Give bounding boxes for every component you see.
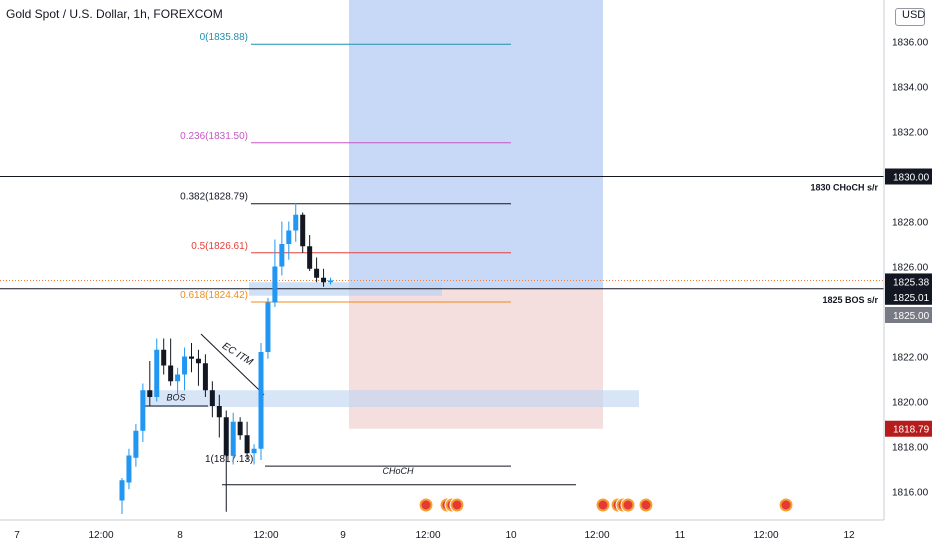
candle-body[interactable]	[321, 277, 327, 283]
candle-body[interactable]	[154, 349, 160, 397]
flag-icon	[641, 500, 651, 510]
time-tick-label: 12:00	[584, 530, 609, 541]
candle-body[interactable]	[182, 356, 188, 375]
candle-body[interactable]	[209, 390, 215, 406]
time-tick-label: 10	[505, 530, 517, 541]
candle-body[interactable]	[195, 358, 201, 364]
time-tick-label: 11	[675, 530, 686, 541]
price-tick-label: 1822.00	[892, 353, 929, 364]
time-tick-label: 9	[340, 530, 346, 541]
fib-label: 0(1835.88)	[200, 32, 248, 43]
bos-label: BOS	[166, 392, 185, 402]
candle-body[interactable]	[328, 280, 333, 283]
ec-itm-label: EC ITM	[220, 341, 255, 369]
bos-price-tag-text: 1825.01	[893, 293, 930, 304]
candle-body[interactable]	[286, 230, 292, 245]
candle-body[interactable]	[251, 448, 257, 454]
price-tick-label: 1820.00	[892, 398, 929, 409]
candle-body[interactable]	[133, 430, 139, 458]
time-tick-label: 12	[843, 530, 855, 541]
candle-body[interactable]	[161, 349, 167, 366]
candle-body[interactable]	[300, 214, 306, 247]
stop-price-tag[interactable]	[885, 420, 932, 437]
time-tick-label: 7	[14, 530, 20, 541]
fib-label: 0.618(1824.42)	[180, 290, 248, 301]
candle-body[interactable]	[237, 421, 243, 436]
sr-line-label: 1825 BOS s/r	[822, 295, 878, 305]
time-axis	[0, 520, 932, 550]
fib-label: 0.5(1826.61)	[191, 241, 248, 252]
ec-itm-trendline[interactable]	[200, 333, 265, 396]
candle-body[interactable]	[147, 390, 153, 397]
candle-body[interactable]	[140, 390, 146, 431]
flag-icon	[421, 500, 431, 510]
sr-line-label: 1830 CHoCH s/r	[810, 183, 878, 193]
currency-button[interactable]	[895, 8, 925, 26]
last-price-text: 1825.38	[893, 277, 930, 288]
candle-body[interactable]	[314, 268, 320, 278]
symbol-title[interactable]: Gold Spot / U.S. Dollar, 1h, FOREXCOM	[6, 7, 223, 21]
candle-body[interactable]	[168, 365, 174, 382]
sr-price-tag[interactable]	[885, 168, 932, 185]
candle-body[interactable]	[175, 374, 181, 382]
choch-label: CHoCH	[382, 466, 414, 476]
price-tick-label: 1816.00	[892, 488, 929, 499]
candle-body[interactable]	[307, 246, 313, 269]
bos-price-tag[interactable]	[885, 288, 932, 305]
flag-icon	[598, 500, 608, 510]
candle-body[interactable]	[189, 356, 194, 359]
candle-body[interactable]	[293, 214, 299, 231]
candle-body[interactable]	[258, 352, 264, 449]
price-tick-label: 1834.00	[892, 83, 929, 94]
entry-price-tag-text: 1825.00	[893, 311, 930, 322]
fib-label: 0.236(1831.50)	[180, 131, 248, 142]
price-tick-label: 1836.00	[892, 38, 929, 49]
candle-body[interactable]	[265, 302, 271, 353]
candle-body[interactable]	[216, 406, 222, 418]
candle-body[interactable]	[279, 244, 285, 267]
time-tick-label: 12:00	[753, 530, 778, 541]
time-tick-label: 8	[177, 530, 183, 541]
target-zone[interactable]	[349, 0, 603, 289]
stop-price-tag-text: 1818.79	[893, 425, 930, 436]
candle-body[interactable]	[272, 266, 278, 303]
candle-body[interactable]	[119, 480, 125, 501]
candle-body[interactable]	[244, 435, 250, 454]
price-tick-label: 1828.00	[892, 218, 929, 229]
flag-icon	[623, 500, 633, 510]
fib-label: 0.382(1828.79)	[180, 192, 248, 203]
sr-price-tag-text: 1830.00	[893, 173, 930, 184]
price-tick-label: 1818.00	[892, 443, 929, 454]
candle-body[interactable]	[126, 455, 132, 483]
entry-price-tag[interactable]	[885, 307, 932, 323]
price-tick-label: 1832.00	[892, 128, 929, 139]
stop-zone[interactable]	[349, 289, 603, 429]
time-tick-label: 12:00	[88, 530, 113, 541]
flag-icon	[452, 500, 462, 510]
time-tick-label: 12:00	[415, 530, 440, 541]
price-tick-label: 1826.00	[892, 263, 929, 274]
candle-body[interactable]	[230, 421, 236, 456]
currency-label: USD	[902, 9, 926, 21]
time-tick-label: 12:00	[253, 530, 278, 541]
candle-body[interactable]	[202, 363, 208, 391]
demand-zone-box[interactable]	[143, 390, 639, 408]
fib-label: 1(1817.13)	[205, 454, 253, 465]
candle-body[interactable]	[223, 417, 229, 456]
flag-icon	[781, 500, 791, 510]
